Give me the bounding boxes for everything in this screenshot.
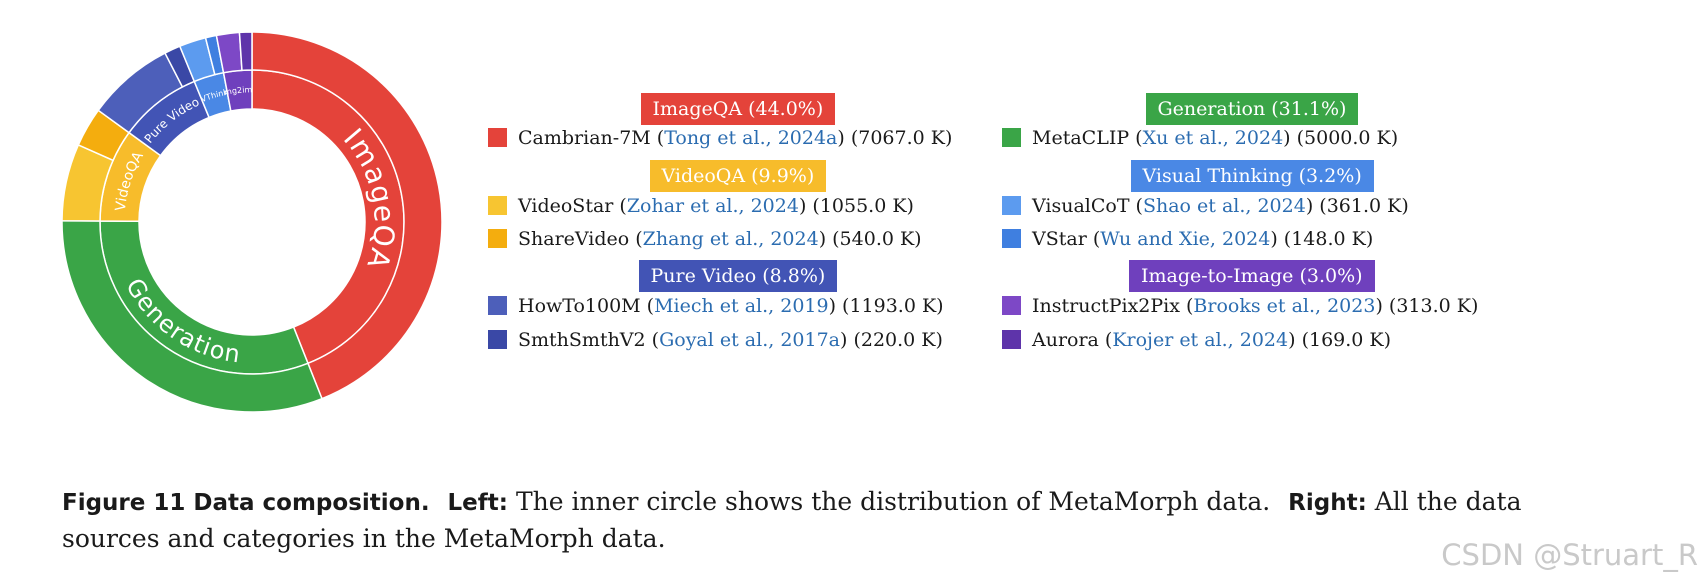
category-badge: Image-to-Image (3.0%) [1129, 260, 1375, 292]
legend-swatch [488, 196, 507, 215]
legend-size: ) (540.0 K) [818, 228, 922, 250]
caption-right-text: All the data sources and categories in t… [62, 487, 1522, 553]
citation-link[interactable]: Tong et al., 2024a [664, 127, 838, 149]
legend-source-name: VStar ( [1032, 228, 1101, 250]
legend-entry: HowTo100M (Miech et al., 2019) (1193.0 K… [488, 293, 944, 319]
caption-left-text: The inner circle shows the distribution … [515, 487, 1271, 516]
legend-size: ) (169.0 K) [1288, 329, 1392, 351]
category-badge: ImageQA (44.0%) [640, 93, 836, 125]
citation-link[interactable]: Brooks et al., 2023 [1193, 295, 1376, 317]
caption-label: Figure 11 Data composition. [62, 490, 430, 516]
category-badge: VideoQA (9.9%) [649, 160, 827, 192]
legend-entry: MetaCLIP (Xu et al., 2024) (5000.0 K) [1002, 125, 1398, 151]
legend-swatch [488, 229, 507, 248]
legend-source-name: InstructPix2Pix ( [1032, 295, 1194, 317]
legend-swatch [488, 330, 507, 349]
caption-left-label: Left: [447, 490, 508, 516]
legend-swatch [1002, 128, 1021, 147]
citation-link[interactable]: Shao et al., 2024 [1142, 195, 1306, 217]
legend-source-name: SmthSmthV2 ( [518, 329, 660, 351]
legend-swatch [488, 296, 507, 315]
outer-slice-1 [61, 220, 323, 413]
legend-swatch [1002, 229, 1021, 248]
caption-right-label: Right: [1288, 490, 1367, 516]
citation-link[interactable]: Wu and Xie, 2024 [1100, 228, 1271, 250]
citation-link[interactable]: Xu et al., 2024 [1142, 127, 1284, 149]
citation-link[interactable]: Krojer et al., 2024 [1112, 329, 1289, 351]
watermark: CSDN @Struart_R [1441, 538, 1698, 572]
legend-source-name: VisualCoT ( [1032, 195, 1143, 217]
category-badge: Visual Thinking (3.2%) [1130, 160, 1374, 192]
citation-link[interactable]: Zhang et al., 2024 [642, 228, 819, 250]
legend-size: ) (220.0 K) [840, 329, 943, 351]
legend-size: ) (1193.0 K) [828, 295, 944, 317]
legend-source-name: ShareVideo ( [518, 228, 643, 250]
legend-swatch [1002, 296, 1021, 315]
legend-source-name: Aurora ( [1032, 329, 1113, 351]
legend-entry: InstructPix2Pix (Brooks et al., 2023) (3… [1002, 293, 1478, 319]
legend-source-name: VideoStar ( [518, 195, 627, 217]
legend-size: ) (7067.0 K) [837, 127, 953, 149]
citation-link[interactable]: Zohar et al., 2024 [626, 195, 799, 217]
legend-size: ) (313.0 K) [1375, 295, 1479, 317]
legend-entry: VideoStar (Zohar et al., 2024) (1055.0 K… [488, 193, 914, 219]
legend-size: ) (1055.0 K) [798, 195, 914, 217]
outer-slice-9 [238, 31, 253, 72]
citation-link[interactable]: Goyal et al., 2017a [659, 329, 840, 351]
legend-size: ) (361.0 K) [1305, 195, 1409, 217]
legend-entry: Aurora (Krojer et al., 2024) (169.0 K) [1002, 327, 1391, 353]
legend-entry: VStar (Wu and Xie, 2024) (148.0 K) [1002, 226, 1373, 252]
legend-size: ) (148.0 K) [1270, 228, 1374, 250]
legend-swatch [488, 128, 507, 147]
legend-swatch [1002, 196, 1021, 215]
category-badge: Generation (31.1%) [1145, 93, 1359, 125]
legend-source-name: HowTo100M ( [518, 295, 655, 317]
legend-entry: VisualCoT (Shao et al., 2024) (361.0 K) [1002, 193, 1409, 219]
legend-size: ) (5000.0 K) [1283, 127, 1399, 149]
legend-source-name: Cambrian-7M ( [518, 127, 665, 149]
legend-entry: SmthSmthV2 (Goyal et al., 2017a) (220.0 … [488, 327, 943, 353]
figure-caption: Figure 11 Data composition. Left: The in… [62, 484, 1622, 557]
outer-slice-0 [251, 31, 443, 400]
citation-link[interactable]: Miech et al., 2019 [654, 295, 829, 317]
legend-source-name: MetaCLIP ( [1032, 127, 1143, 149]
category-badge: Pure Video (8.8%) [638, 260, 838, 292]
legend-entry: ShareVideo (Zhang et al., 2024) (540.0 K… [488, 226, 922, 252]
legend-entry: Cambrian-7M (Tong et al., 2024a) (7067.0… [488, 125, 952, 151]
legend-swatch [1002, 330, 1021, 349]
